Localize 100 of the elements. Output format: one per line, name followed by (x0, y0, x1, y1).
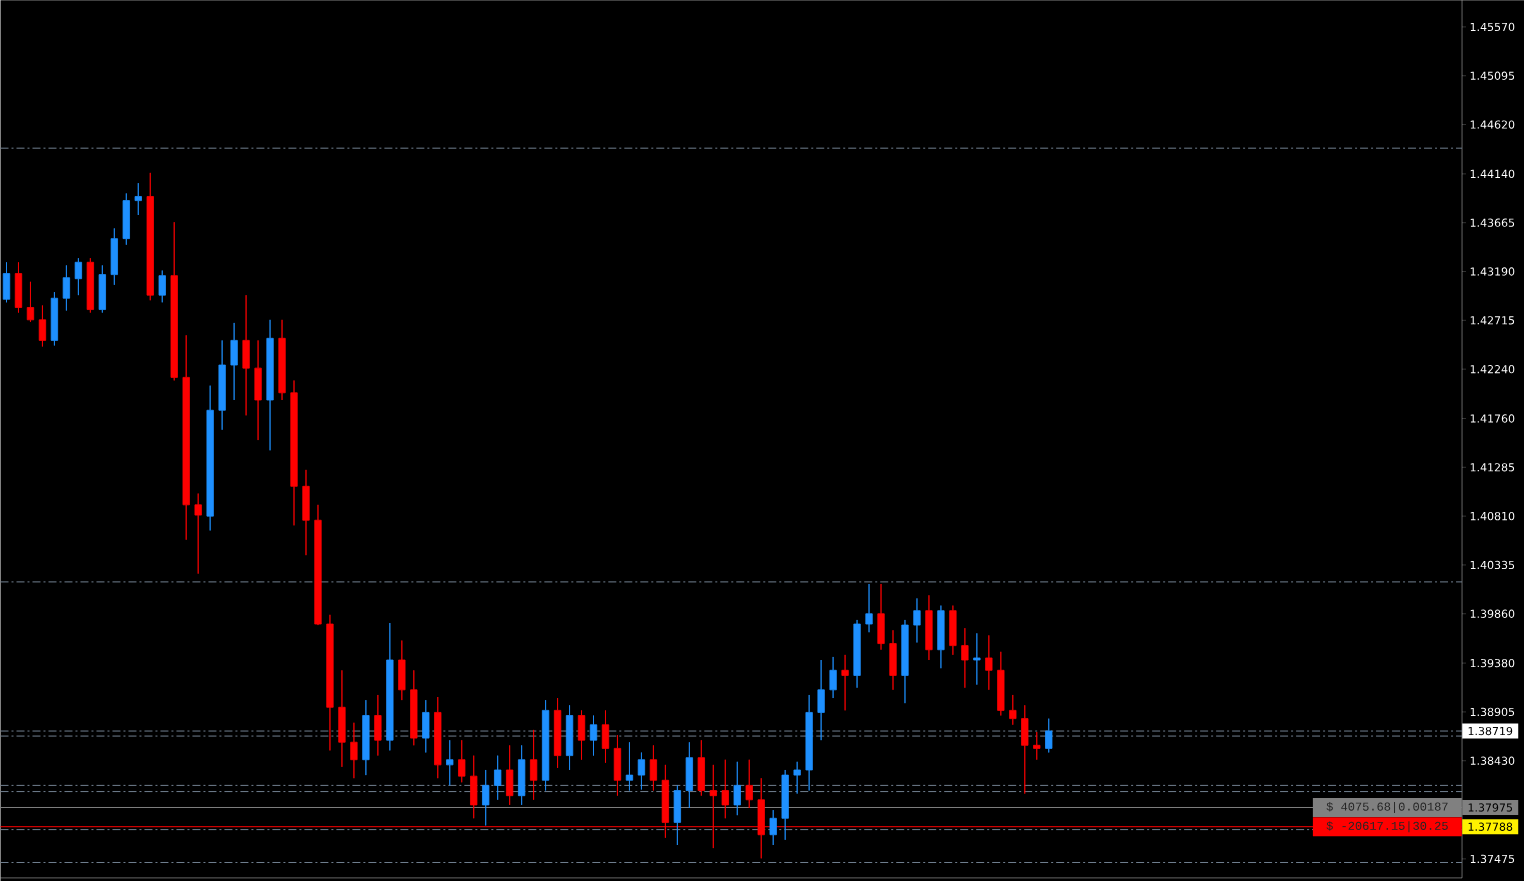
candlestick (350, 722, 358, 779)
candlestick (266, 319, 274, 451)
candlestick (1009, 694, 1017, 726)
candlestick (841, 654, 849, 711)
candlestick (434, 696, 442, 779)
candlestick (553, 697, 562, 769)
candlestick (1021, 704, 1029, 795)
candlestick (482, 769, 490, 826)
candlestick (529, 729, 538, 801)
candlestick (182, 334, 190, 541)
candlestick (50, 291, 59, 346)
y-tick-label: 1.37475 (1470, 854, 1515, 864)
candlestick (362, 699, 370, 776)
candlestick (649, 744, 658, 791)
candlestick (74, 257, 83, 296)
candlestick (541, 699, 550, 791)
candlestick (374, 694, 382, 756)
candlestick (14, 261, 23, 314)
candlestick (769, 809, 777, 846)
candlestick (781, 769, 789, 841)
candlestick (290, 380, 298, 526)
candlestick (913, 597, 921, 643)
candlestick (398, 640, 406, 701)
candlestick (973, 632, 981, 686)
candlestick (62, 264, 71, 311)
candlestick (2, 261, 11, 303)
candlestick (625, 741, 634, 791)
candlestick (565, 704, 574, 771)
ref-line-label: 1.38719 (1468, 726, 1513, 736)
candlestick (673, 785, 681, 846)
candlestick (110, 227, 118, 286)
y-tick-label: 1.38905 (1470, 707, 1515, 717)
candlestick (589, 715, 598, 756)
y-tick-label: 1.45095 (1470, 71, 1515, 80)
candlestick (134, 182, 142, 216)
candlestick (865, 583, 873, 633)
y-tick-label: 1.40810 (1470, 511, 1515, 521)
candlestick (302, 469, 310, 556)
candlestick (901, 619, 909, 704)
candlestick (997, 651, 1005, 716)
candlestick (278, 319, 286, 401)
candlestick (745, 759, 753, 809)
candlestick (494, 755, 502, 801)
candlestick (613, 734, 622, 797)
candlestick (685, 741, 693, 809)
candlestick (446, 739, 454, 786)
candlestick (230, 322, 238, 401)
candlestick (601, 709, 610, 764)
annotation: $ 4075.68|0.00187 (1326, 801, 1448, 814)
candlestick (937, 605, 945, 669)
candlestick (218, 339, 226, 431)
candlestick (254, 339, 262, 441)
y-tick-label: 1.43190 (1470, 267, 1515, 276)
candlestick (206, 385, 214, 531)
candlestick (170, 221, 178, 381)
y-tick-label: 1.39860 (1470, 609, 1515, 618)
candlestick (853, 619, 861, 689)
candlestick (98, 264, 106, 314)
candlestick (506, 744, 514, 806)
y-tick-label: 1.44140 (1470, 169, 1515, 179)
candlestick (637, 752, 646, 790)
candlestick (961, 627, 969, 689)
y-tick-label: 1.42715 (1470, 316, 1515, 325)
candlestick (577, 709, 586, 761)
candlestick (422, 699, 430, 753)
y-tick-label: 1.42240 (1470, 365, 1515, 374)
y-tick-label: 1.40335 (1470, 560, 1515, 570)
candlestick (38, 305, 47, 347)
y-tick-label: 1.39380 (1470, 658, 1515, 668)
candlestick (158, 270, 166, 303)
candlestick (314, 504, 322, 626)
annotation: $ -20617.15|30.25 (1326, 821, 1448, 833)
ref-line-label: 1.37975 (1468, 803, 1512, 812)
candlestick (194, 493, 202, 575)
y-tick-label: 1.43665 (1470, 218, 1515, 227)
y-tick-label: 1.41760 (1470, 414, 1515, 423)
y-tick-label: 1.45570 (1470, 22, 1515, 32)
candlestick (697, 739, 705, 797)
candlestick (146, 172, 154, 301)
candlestick (386, 622, 394, 751)
candlestick (877, 583, 885, 651)
candlestick (242, 294, 250, 416)
candlestick (410, 669, 418, 746)
candlestick (470, 755, 478, 819)
candlestick (793, 761, 801, 795)
candlestick (26, 281, 35, 323)
candlestick (925, 594, 933, 661)
candlestick (985, 634, 993, 691)
candlestick (805, 694, 813, 791)
candlestick (458, 739, 466, 783)
y-tick-label: 1.38430 (1470, 756, 1515, 765)
candlestick (517, 744, 526, 806)
candlestick (338, 669, 346, 768)
candlestick (86, 257, 94, 314)
candlestick (817, 659, 825, 741)
candlestick (733, 761, 741, 816)
ref-line-label: 1.37788 (1468, 822, 1513, 831)
candlestick (1045, 718, 1053, 753)
candlestick (829, 656, 837, 699)
candlestick (122, 193, 130, 246)
